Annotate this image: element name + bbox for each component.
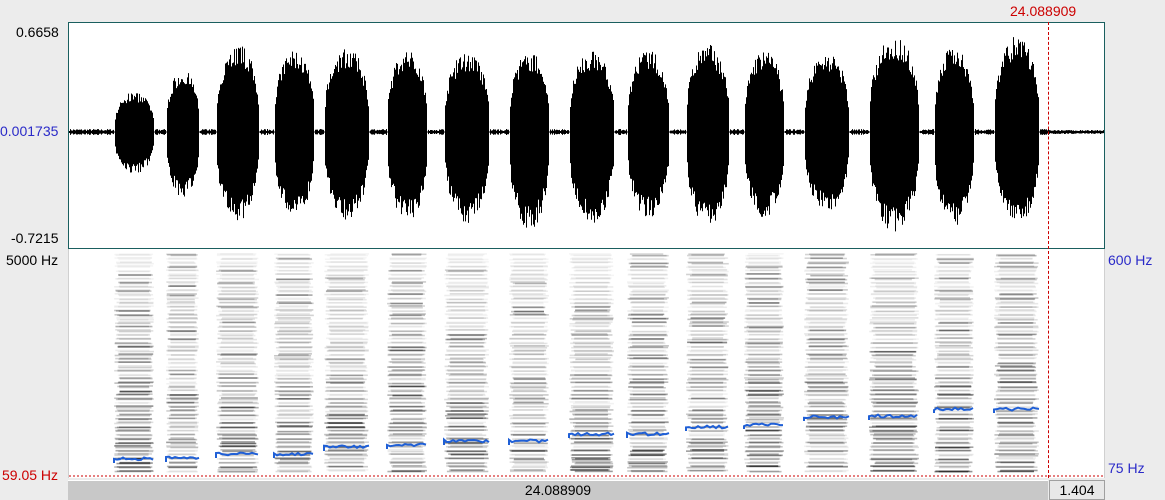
waveform-zero-label: 0.001735 (0, 123, 59, 139)
time-bar[interactable]: 24.088909 (68, 480, 1048, 500)
waveform-panel[interactable] (68, 22, 1105, 249)
waveform-max-label: 0.6658 (16, 24, 59, 40)
spectrogram-bottom-freq-label: 59.05 Hz (2, 467, 59, 483)
waveform-trace (69, 37, 1104, 232)
spectrogram-bands (114, 253, 1039, 473)
window-duration-label: 1.404 (1059, 482, 1095, 498)
pitch-top-label: 600 Hz (1108, 252, 1153, 268)
time-bar-cursor-time: 24.088909 (524, 482, 592, 498)
window-duration-box[interactable]: 1.404 (1049, 480, 1105, 500)
waveform-svg (69, 37, 1104, 232)
waveform-min-label: -0.7215 (11, 230, 59, 246)
pitch-contour (113, 406, 1040, 463)
spectrogram-panel[interactable] (68, 249, 1105, 478)
cursor-line[interactable] (1048, 22, 1049, 478)
cursor-time-label: 24.088909 (1010, 3, 1077, 19)
spectrogram-top-freq-label: 5000 Hz (6, 252, 59, 268)
pitch-bottom-label: 75 Hz (1108, 460, 1145, 476)
spectrogram-svg (69, 253, 1104, 477)
